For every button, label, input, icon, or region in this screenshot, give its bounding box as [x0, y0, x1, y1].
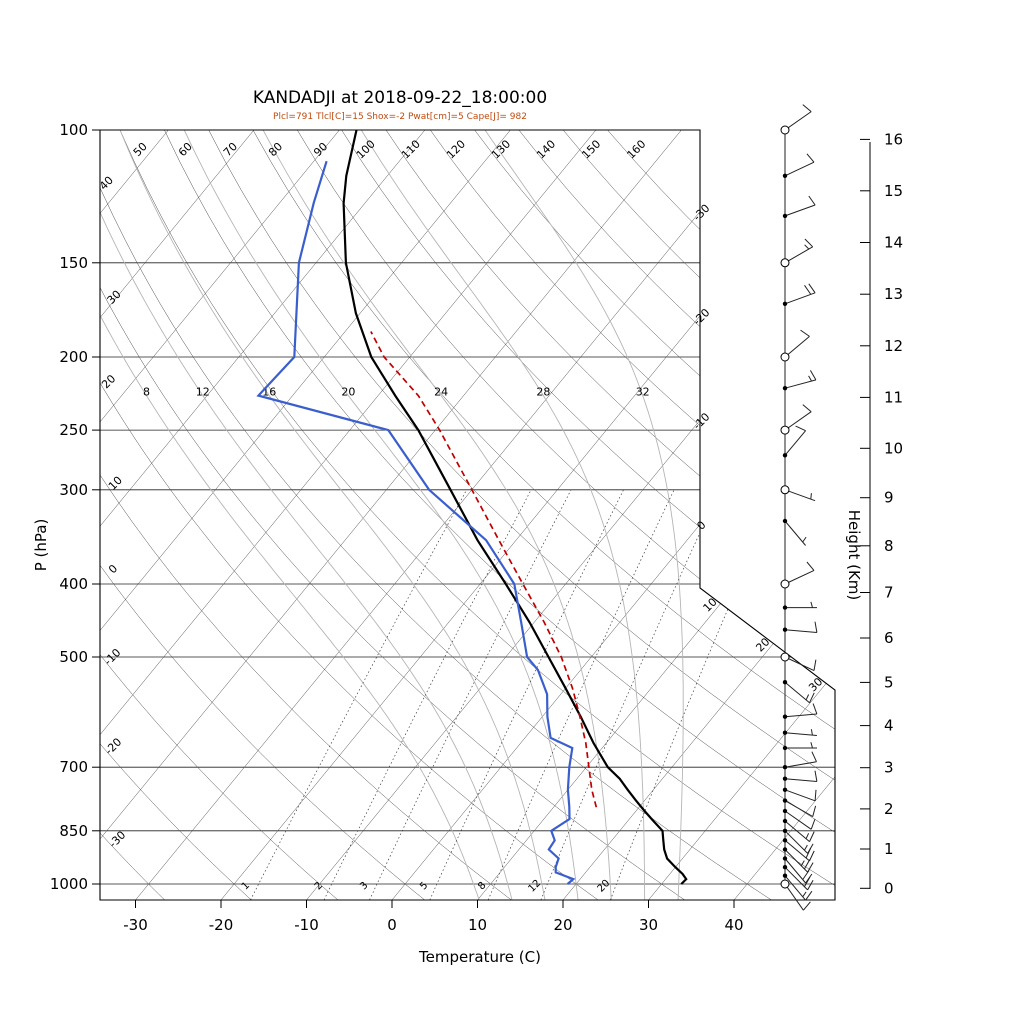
plot-frame: [99, 129, 836, 901]
svg-text:0: 0: [884, 879, 894, 897]
svg-text:30: 30: [806, 675, 825, 694]
svg-text:13: 13: [884, 285, 903, 303]
svg-text:-30: -30: [106, 828, 128, 850]
height-axis-label: Height (Km): [845, 510, 863, 601]
svg-text:2: 2: [313, 880, 325, 892]
svg-text:70: 70: [221, 140, 240, 159]
svg-text:150: 150: [59, 254, 88, 272]
svg-text:100: 100: [59, 121, 88, 139]
svg-text:140: 140: [534, 138, 558, 162]
svg-text:14: 14: [884, 234, 903, 252]
svg-text:60: 60: [176, 140, 195, 159]
svg-text:6: 6: [884, 629, 894, 647]
svg-text:200: 200: [59, 348, 88, 366]
svg-text:15: 15: [884, 182, 903, 200]
svg-text:20: 20: [341, 386, 355, 399]
svg-text:-20: -20: [102, 735, 124, 757]
svg-text:1: 1: [240, 880, 252, 892]
svg-text:12: 12: [196, 386, 210, 399]
svg-text:12: 12: [526, 878, 543, 895]
svg-text:300: 300: [59, 481, 88, 499]
svg-text:5: 5: [418, 880, 430, 892]
svg-text:-20: -20: [691, 306, 713, 328]
svg-text:80: 80: [266, 140, 285, 159]
svg-text:16: 16: [884, 130, 903, 148]
svg-text:-30: -30: [691, 202, 713, 224]
svg-text:100: 100: [354, 138, 378, 162]
svg-text:500: 500: [59, 648, 88, 666]
moist-adiabat-lines: [100, 130, 684, 900]
svg-text:0: 0: [387, 916, 397, 934]
svg-text:32: 32: [636, 386, 650, 399]
svg-text:120: 120: [444, 138, 468, 162]
svg-text:850: 850: [59, 822, 88, 840]
svg-text:0: 0: [106, 562, 120, 576]
svg-text:700: 700: [59, 758, 88, 776]
svg-text:400: 400: [59, 575, 88, 593]
svg-text:2: 2: [884, 800, 894, 818]
svg-text:8: 8: [143, 386, 150, 399]
svg-text:8: 8: [884, 537, 894, 555]
svg-text:24: 24: [434, 386, 448, 399]
svg-text:90: 90: [311, 140, 330, 159]
svg-text:-20: -20: [209, 916, 234, 934]
temperature-axis-label: Temperature (C): [418, 948, 541, 966]
svg-text:3: 3: [884, 759, 894, 777]
svg-text:3: 3: [358, 880, 370, 892]
svg-text:12: 12: [884, 337, 903, 355]
parcel-curve: [370, 331, 598, 808]
temperature-curve: [342, 130, 688, 885]
sounding-curves: [256, 130, 688, 885]
svg-text:150: 150: [579, 138, 603, 162]
svg-text:1000: 1000: [50, 875, 88, 893]
svg-text:8: 8: [476, 880, 488, 892]
svg-text:-10: -10: [294, 916, 319, 934]
svg-text:28: 28: [536, 386, 550, 399]
svg-text:40: 40: [724, 916, 743, 934]
svg-text:10: 10: [468, 916, 487, 934]
svg-text:20: 20: [753, 635, 772, 654]
svg-text:20: 20: [99, 372, 118, 391]
svg-text:7: 7: [884, 584, 894, 602]
svg-text:110: 110: [399, 138, 423, 162]
svg-text:20: 20: [553, 916, 572, 934]
svg-text:9: 9: [884, 489, 894, 507]
temperature-axis: -30 -20 -10 0 10 20 30 40 Temperature (C): [123, 900, 744, 966]
dewpoint-curve: [256, 160, 576, 885]
svg-text:250: 250: [59, 421, 88, 439]
svg-text:30: 30: [639, 916, 658, 934]
svg-text:-10: -10: [102, 646, 124, 668]
svg-text:4: 4: [884, 717, 894, 735]
wind-barbs: [784, 104, 818, 911]
svg-text:5: 5: [884, 673, 894, 691]
svg-text:160: 160: [624, 138, 648, 162]
svg-text:11: 11: [884, 388, 903, 406]
svg-text:-10: -10: [691, 410, 713, 432]
chart-title: KANDADJI at 2018-09-22_18:00:00: [252, 88, 548, 108]
svg-text:1: 1: [884, 840, 894, 858]
wind-level-markers: [780, 125, 790, 889]
pressure-axis: 100 150 200 250 300 400 500 700 850 1000 P (hPa): [32, 121, 100, 893]
svg-text:-30: -30: [123, 916, 148, 934]
svg-text:10: 10: [884, 439, 903, 457]
pressure-axis-label: P (hPa): [32, 519, 50, 572]
svg-text:30: 30: [105, 288, 124, 307]
svg-text:10: 10: [701, 595, 720, 614]
isobar-gridlines: [100, 130, 835, 885]
chart-subtitle: Plcl=791 Tlcl[C]=15 Shox=-2 Pwat[cm]=5 C…: [273, 112, 527, 122]
svg-text:0: 0: [694, 518, 708, 532]
